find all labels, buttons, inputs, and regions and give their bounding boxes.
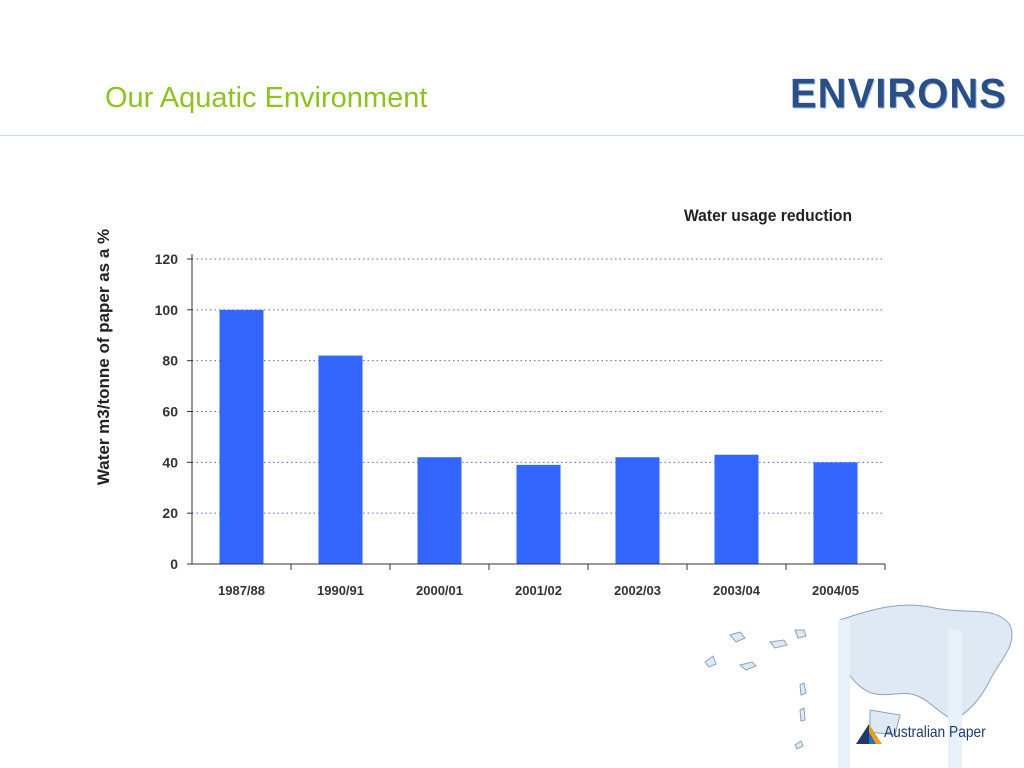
- bar-2001/02: [516, 464, 561, 564]
- x-tick-label: 2001/02: [515, 583, 562, 598]
- slide-title: Our Aquatic Environment: [105, 82, 428, 114]
- x-tick-label: 1987/88: [218, 583, 265, 598]
- x-tick-label: 1990/91: [317, 583, 364, 598]
- header-divider: [0, 135, 1024, 136]
- tick-labels: 0 20 40 60 80 100 120 1987/88 1990/91 2000/01 2001…: [155, 251, 859, 598]
- company-name: Australian Paper: [884, 724, 986, 741]
- x-tick-label: 2000/01: [416, 583, 463, 598]
- y-tick-label: 100: [155, 302, 179, 318]
- axes: [187, 254, 886, 570]
- x-tick-label: 2004/05: [812, 583, 859, 598]
- australian-paper-mark-icon: [856, 724, 882, 744]
- y-axis-title: Water m3/tonne of paper as a %: [94, 228, 113, 486]
- bar-2000/01: [417, 457, 462, 564]
- y-tick-label: 0: [170, 556, 178, 572]
- bar-2004/05: [813, 462, 858, 564]
- bar-1987/88: [219, 309, 264, 564]
- bar-2002/03: [615, 457, 660, 564]
- y-tick-label: 40: [162, 454, 178, 470]
- australian-paper-logo: Australian Paper: [856, 718, 1002, 748]
- y-tick-label: 20: [162, 505, 178, 521]
- chart-title: Water usage reduction: [684, 206, 853, 225]
- x-tick-label: 2003/04: [713, 583, 761, 598]
- y-tick-label: 60: [162, 404, 178, 420]
- environs-logo: ENVIRONS: [790, 70, 1007, 118]
- y-tick-label: 120: [155, 251, 179, 267]
- bars: [219, 309, 858, 564]
- world-map-decoration: [704, 604, 1013, 768]
- x-tick-label: 2002/03: [614, 583, 661, 598]
- bar-1990/91: [318, 355, 363, 564]
- bar-2003/04: [714, 454, 759, 564]
- y-tick-label: 80: [162, 353, 178, 369]
